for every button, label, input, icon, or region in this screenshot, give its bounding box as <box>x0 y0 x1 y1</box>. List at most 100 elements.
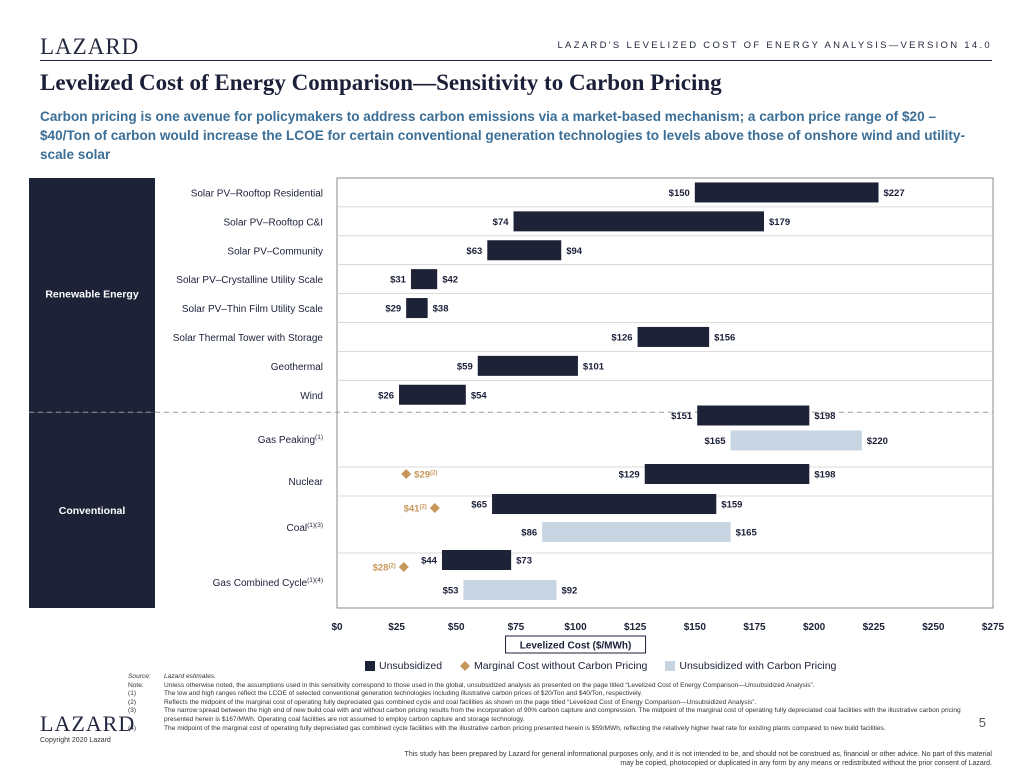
footnote-row: (3) The narrow spread between the high en… <box>128 707 978 724</box>
footnote-row: (2) Reflects the midpoint of the marginal… <box>128 699 978 708</box>
legend-swatch-carbon-pricing <box>665 661 676 671</box>
range-bar-carbon-pricing <box>730 430 862 451</box>
disclaimer: This study has been prepared by Lazard f… <box>404 751 992 767</box>
category-label: Gas Combined Cycle(1)(4) <box>213 577 323 589</box>
x-tick-label: $50 <box>448 622 465 633</box>
category-label: Coal(1)(3) <box>287 522 323 534</box>
range-bar-unsubsidized <box>697 405 810 426</box>
bar-low-label: $150 <box>669 188 690 199</box>
page-title: Levelized Cost of Energy Comparison—Sens… <box>40 70 722 95</box>
marginal-cost-diamond <box>429 503 440 513</box>
range-bar-unsubsidized <box>441 550 512 570</box>
bar-low-label: $29 <box>385 304 401 315</box>
plot-frame <box>336 177 994 609</box>
group-box-conventional <box>29 412 155 608</box>
x-axis-label-box <box>505 635 647 654</box>
x-axis-label: Levelized Cost ($/MWh) <box>520 641 632 652</box>
bar-high-label: $156 <box>714 332 735 343</box>
bar-low-label: $44 <box>421 556 438 567</box>
footnote-row: (4) The midpoint of the marginal cost of … <box>128 725 978 734</box>
legend-diamond-icon <box>460 661 471 671</box>
footnote-key: (3) <box>128 707 137 715</box>
group-box-renewable <box>29 178 155 413</box>
range-bar-unsubsidized <box>487 240 562 261</box>
footnote-text: Unless otherwise noted, the assumptions … <box>164 681 815 689</box>
range-bar-unsubsidized <box>637 326 710 347</box>
x-tick-label: $275 <box>982 622 1005 633</box>
category-label: Solar PV–Rooftop Residential <box>191 188 323 199</box>
range-bar-unsubsidized <box>477 355 578 376</box>
range-bar-unsubsidized <box>513 211 764 232</box>
footnote-row: Source: Lazard estimates. <box>128 673 978 682</box>
bar-low-label: $74 <box>493 217 510 228</box>
bar-high-label: $227 <box>883 188 904 199</box>
legend-item-carbon-pricing: Unsubsidized with Carbon Pricing <box>665 660 836 672</box>
footnote-key: Source: <box>128 673 151 680</box>
x-tick-label: $250 <box>922 622 945 633</box>
x-tick-label: $225 <box>863 622 886 633</box>
category-label: Solar Thermal Tower with Storage <box>173 333 324 344</box>
bar-low-label: $126 <box>611 332 632 343</box>
x-tick-label: $0 <box>331 622 343 633</box>
bar-low-label: $63 <box>466 246 482 257</box>
category-label: Solar PV–Thin Film Utility Scale <box>182 304 324 315</box>
legend-label: Unsubsidized <box>379 660 443 672</box>
category-label: Nuclear <box>289 477 324 488</box>
bar-high-label: $42 <box>442 275 458 286</box>
category-label: Solar PV–Community <box>227 246 323 257</box>
category-label: Solar PV–Crystalline Utility Scale <box>176 275 323 286</box>
legend-item-marginal-cost: Marginal Cost without Carbon Pricing <box>460 660 647 672</box>
category-label: Gas Peaking(1) <box>258 434 323 446</box>
bar-low-label: $65 <box>471 500 488 511</box>
footnote-key: Note: <box>128 681 144 689</box>
range-bar-unsubsidized <box>644 464 810 484</box>
category-label: Geothermal <box>271 362 323 373</box>
x-tick-label: $100 <box>564 622 587 633</box>
bar-low-label: $26 <box>378 390 394 401</box>
bar-high-label: $92 <box>561 586 577 597</box>
legend-swatch-unsubsidized <box>365 661 375 671</box>
bar-high-label: $101 <box>583 361 605 372</box>
marginal-cost-label: $28(2) <box>373 563 396 574</box>
report-title: LAZARD'S LEVELIZED COST OF ENERGY ANALYS… <box>557 40 992 51</box>
marginal-cost-label: $29(2) <box>414 470 437 481</box>
x-tick-label: $200 <box>803 622 826 633</box>
footnote-text: Reflects the midpoint of the marginal co… <box>164 698 757 706</box>
marginal-cost-label: $41(2) <box>404 504 427 515</box>
page-subtitle: Carbon pricing is one avenue for policym… <box>40 109 966 162</box>
x-tick-label: $25 <box>388 622 405 633</box>
lazard-footer-logo: LAZARD <box>40 711 136 736</box>
footnote-key: (1) <box>128 690 137 698</box>
range-bar-unsubsidized <box>694 182 879 203</box>
range-bar-unsubsidized <box>406 298 428 319</box>
bar-high-label: $38 <box>433 304 449 315</box>
footnotes: Source: Lazard estimates. Note: Unless oth… <box>128 673 978 733</box>
x-tick-label: $175 <box>743 622 766 633</box>
marginal-cost-diamond <box>398 562 409 572</box>
bar-high-label: $198 <box>814 470 835 481</box>
range-bar-unsubsidized <box>492 494 717 514</box>
range-bar-unsubsidized <box>410 269 438 290</box>
page-number: 5 <box>978 715 986 730</box>
bar-high-label: $220 <box>867 436 888 447</box>
bar-high-label: $54 <box>471 390 488 401</box>
category-label: Wind <box>300 391 323 402</box>
footnote-text: The narrow spread between the high end o… <box>164 707 961 723</box>
bar-low-label: $165 <box>704 436 726 447</box>
chart-legend: Unsubsidized Marginal Cost without Carbo… <box>365 660 836 672</box>
footnote-text: The midpoint of the marginal cost of ope… <box>164 724 886 732</box>
bar-high-label: $73 <box>516 556 532 567</box>
lcoe-chart: Renewable Energy Conventional Solar PV–Roo… <box>29 177 1005 654</box>
bar-low-label: $53 <box>443 586 459 597</box>
group-label: Conventional <box>59 505 126 517</box>
footnote-row: Note: Unless otherwise noted, the assumpt… <box>128 682 978 691</box>
category-label: Solar PV–Rooftop C&I <box>224 217 324 228</box>
bar-low-label: $31 <box>390 275 407 286</box>
range-bar-unsubsidized <box>399 384 466 405</box>
bar-high-label: $165 <box>736 528 758 539</box>
x-tick-label: $150 <box>684 622 707 633</box>
legend-label: Marginal Cost without Carbon Pricing <box>474 660 648 672</box>
x-tick-label: $125 <box>624 622 647 633</box>
bar-low-label: $86 <box>521 528 537 539</box>
bar-high-label: $198 <box>814 411 835 422</box>
